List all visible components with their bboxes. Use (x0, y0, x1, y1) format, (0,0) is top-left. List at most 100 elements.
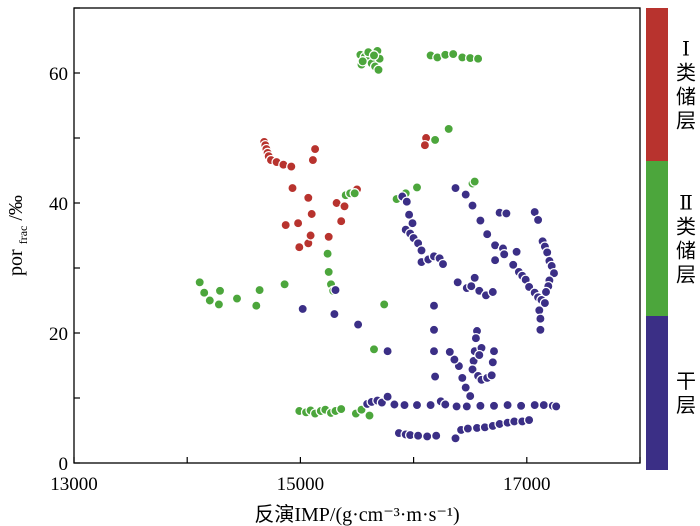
data-point (469, 176, 480, 187)
data-point (401, 196, 413, 207)
data-point (280, 219, 291, 231)
data-point (550, 401, 562, 412)
data-point (534, 305, 545, 316)
data-point (373, 64, 384, 76)
data-point (357, 56, 368, 67)
data-point (535, 324, 546, 336)
data-point (428, 345, 440, 357)
data-point (329, 308, 340, 320)
y-axis-title-main: por (5, 249, 27, 276)
data-point (486, 370, 497, 381)
data-point (389, 399, 400, 410)
data-point (447, 48, 459, 60)
data-point (403, 209, 415, 220)
data-point (330, 284, 341, 296)
y-axis-title-unit: /‰ (5, 195, 27, 221)
data-point (294, 241, 305, 253)
y-tick-label: 0 (59, 454, 69, 475)
data-point (548, 267, 560, 279)
legend-swatch (646, 8, 668, 161)
data-point (279, 279, 290, 290)
data-point (428, 300, 440, 311)
data-point (498, 249, 510, 260)
data-point (501, 208, 512, 219)
data-point (541, 247, 553, 258)
data-point (507, 259, 519, 271)
data-point (254, 284, 265, 296)
data-point (198, 287, 210, 298)
data-point (204, 295, 216, 306)
data-point (450, 433, 461, 444)
data-point (450, 182, 461, 194)
data-point (430, 430, 442, 441)
data-point (469, 272, 480, 284)
ticks-layer: 13000 15000 17000 0 20 40 60 (49, 7, 641, 495)
y-axis-title: por frac /‰ (5, 195, 32, 276)
y-tick-label: 60 (49, 64, 68, 85)
data-point (307, 154, 319, 166)
data-point (444, 346, 456, 358)
points-layer (194, 45, 562, 444)
data-point (460, 382, 471, 393)
x-tick-label: 17000 (503, 474, 551, 495)
data-point (538, 399, 550, 411)
data-point (322, 248, 333, 259)
x-tick-label: 13000 (50, 474, 98, 495)
data-point (449, 354, 460, 365)
data-point (437, 258, 449, 270)
data-point (452, 277, 463, 288)
data-point (481, 228, 493, 240)
y-axis-title-subscript: frac (16, 226, 30, 245)
legend-label: 干层 (676, 371, 696, 417)
data-point (411, 399, 423, 411)
data-point (306, 208, 317, 220)
data-point (421, 431, 433, 442)
data-point (428, 324, 440, 336)
data-point (292, 217, 304, 229)
data-point (305, 230, 316, 241)
data-point (464, 390, 476, 402)
y-tick-label: 40 (49, 194, 68, 215)
data-point (287, 182, 298, 194)
data-point (323, 266, 334, 278)
data-point (475, 400, 486, 412)
x-tick-label: 15000 (277, 474, 325, 495)
y-tick-label: 20 (49, 324, 68, 345)
data-point (535, 313, 546, 324)
data-point (523, 414, 535, 426)
data-point (407, 217, 418, 229)
data-point (539, 297, 551, 309)
data-point (213, 299, 225, 310)
svg-text:por frac /‰: por frac /‰ (5, 195, 32, 276)
data-point (412, 430, 424, 441)
data-point (303, 192, 314, 204)
data-point (451, 401, 462, 412)
data-point (349, 188, 360, 199)
data-point (382, 391, 393, 402)
data-point (475, 215, 486, 226)
data-point (470, 332, 482, 344)
legend-label: Ⅱ 类储层 (676, 193, 696, 287)
data-point (488, 400, 500, 412)
data-point (511, 246, 522, 258)
legend-label: Ⅰ 类储层 (676, 39, 696, 133)
data-point (378, 299, 390, 310)
data-point (429, 134, 441, 146)
data-point (440, 399, 451, 410)
data-point (532, 214, 544, 226)
data-point (429, 371, 441, 382)
data-point (540, 286, 552, 298)
data-point (286, 161, 297, 172)
data-point (443, 123, 454, 135)
data-point (419, 139, 431, 151)
legend-swatch (646, 316, 668, 470)
data-point (368, 50, 380, 61)
legend-swatch (646, 161, 668, 316)
data-point (231, 293, 243, 304)
data-point (425, 399, 436, 411)
data-point (461, 401, 473, 412)
data-point (368, 344, 380, 355)
data-point (467, 364, 478, 375)
data-point (335, 403, 347, 415)
